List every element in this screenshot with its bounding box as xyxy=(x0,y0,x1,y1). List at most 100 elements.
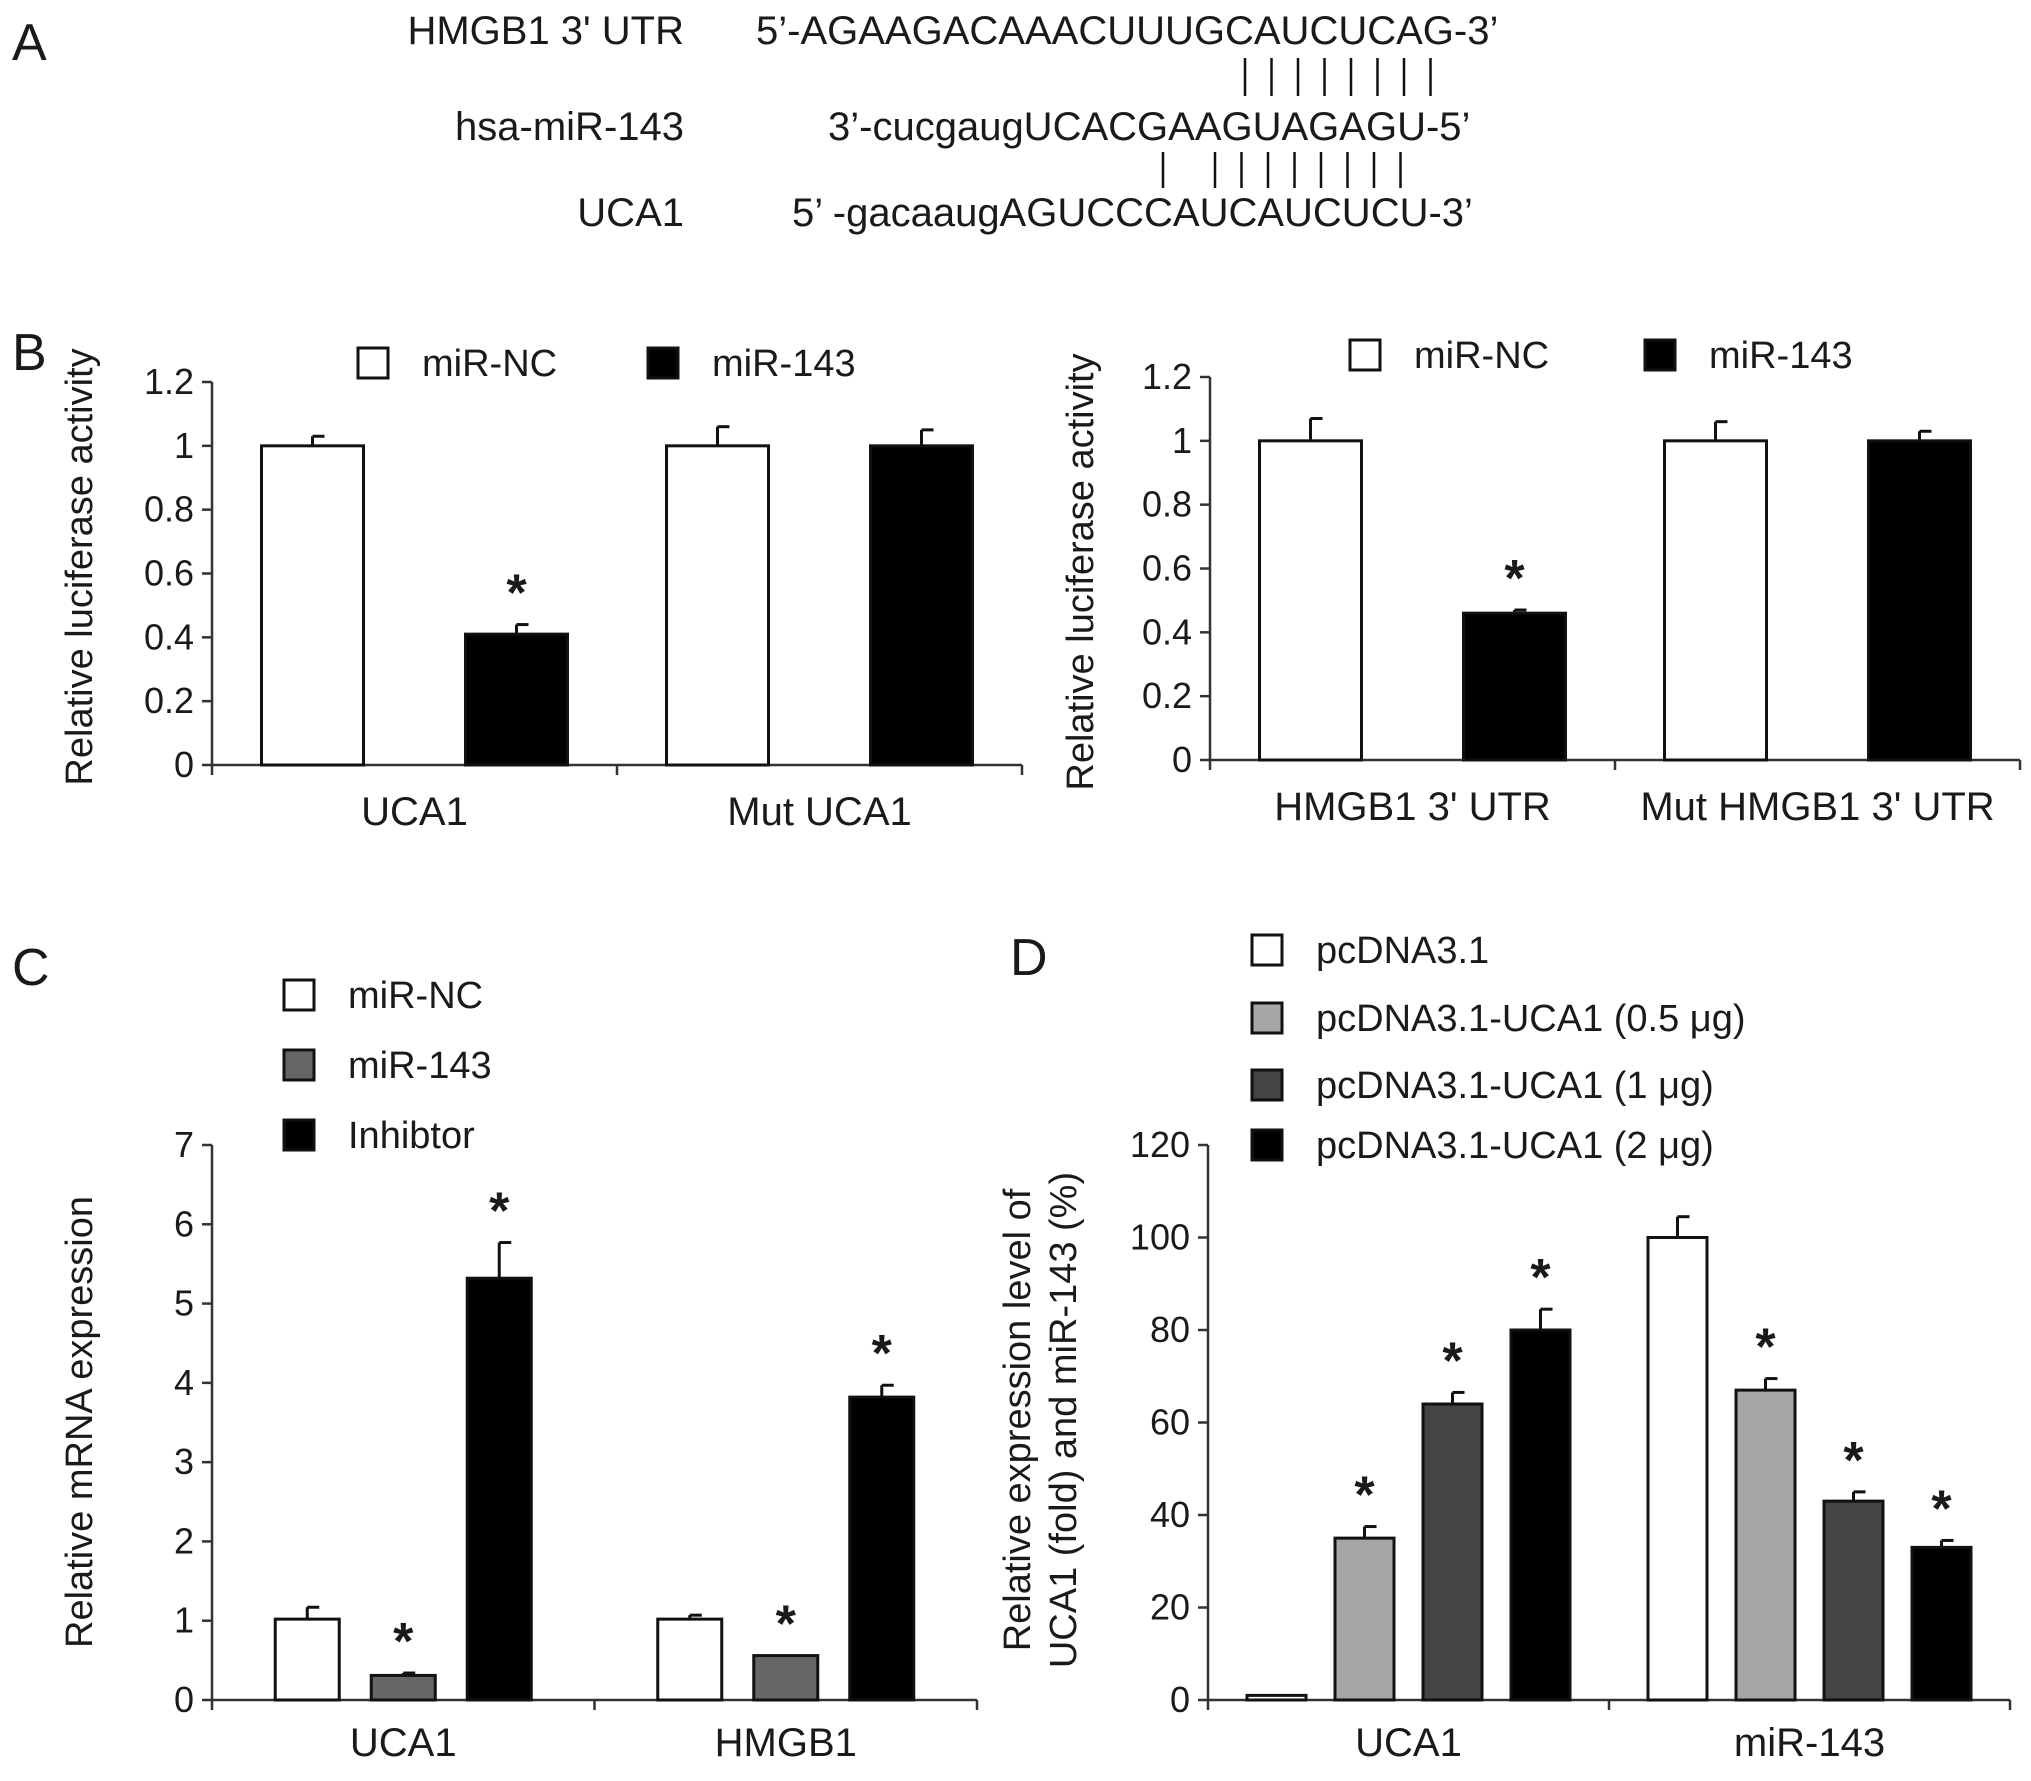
chart-b-uca1: 0 0.2 0.4 0.6 0.8 1 1.2 Relative luciferase act… xyxy=(59,343,1024,834)
bar xyxy=(1509,1328,1572,1702)
panel-letter-d: D xyxy=(1010,929,1048,987)
significance-star: * xyxy=(872,1325,893,1383)
legend-label: pcDNA3.1-UCA1 (2 μg) xyxy=(1316,1125,1714,1167)
bar xyxy=(656,1617,724,1702)
y-tick-label: 0.6 xyxy=(144,553,194,594)
y-tick-label: 0.6 xyxy=(1142,548,1192,589)
y-tick-label: 2 xyxy=(174,1520,194,1561)
bar xyxy=(1663,439,1768,762)
seq-uca1: 5’ -gacaaugAGUCCCAUCAUCUCU-3’ xyxy=(792,191,1473,235)
significance-star: * xyxy=(1442,1332,1463,1390)
legend-swatch xyxy=(1643,338,1677,372)
chart-d: 0 20 40 60 80 100 120 Relative expression level… xyxy=(997,930,2012,1765)
bar xyxy=(1462,611,1567,762)
seq-label-mir143: hsa-miR-143 xyxy=(455,105,684,149)
significance-star: * xyxy=(1354,1467,1375,1525)
category-label: HMGB1 3' UTR xyxy=(1274,785,1551,829)
y-tick-label: 0.2 xyxy=(1142,675,1192,716)
legend-swatch xyxy=(282,1118,316,1152)
y-tick-label: 1.2 xyxy=(1142,356,1192,397)
bar xyxy=(752,1654,820,1702)
bar xyxy=(369,1673,437,1702)
y-axis-label: Relative luciferase activity xyxy=(59,348,101,785)
y-axis-label: UCA1 (fold) and miR-143 (%) xyxy=(1043,1172,1085,1668)
legend-label: miR-NC xyxy=(1414,335,1549,377)
seq-hmgb1: 5’-AGAAGACAAACUUUGCAUCUCAG-3’ xyxy=(756,9,1498,53)
legend-swatch xyxy=(1250,933,1284,967)
y-tick-label: 6 xyxy=(174,1203,194,1244)
category-label: Mut HMGB1 3' UTR xyxy=(1640,785,1994,829)
y-tick-label: 0 xyxy=(174,744,194,785)
y-tick-label: 20 xyxy=(1150,1587,1190,1628)
y-tick-label: 60 xyxy=(1150,1402,1190,1443)
chart-b-hmgb1: 0 0.2 0.4 0.6 0.8 1 1.2 Relative luciferase act… xyxy=(1060,335,2022,829)
pairing-lines-top xyxy=(1243,58,1432,96)
legend-swatch xyxy=(356,346,390,380)
y-tick-label: 4 xyxy=(174,1362,194,1403)
category-label: UCA1 xyxy=(1355,1721,1462,1765)
y-tick-label: 0.4 xyxy=(1142,611,1192,652)
legend-swatch xyxy=(282,978,316,1012)
legend-swatch xyxy=(1250,1068,1284,1102)
bar xyxy=(1333,1536,1396,1702)
bar xyxy=(260,444,365,767)
legend-swatch xyxy=(1250,1001,1284,1035)
bar xyxy=(1867,439,1972,762)
legend-label: miR-NC xyxy=(422,343,557,385)
legend-label: miR-NC xyxy=(348,975,483,1017)
legend-label: miR-143 xyxy=(712,343,856,385)
y-tick-label: 0.8 xyxy=(1142,484,1192,525)
y-tick-label: 7 xyxy=(174,1124,194,1165)
y-tick-label: 1 xyxy=(174,1600,194,1641)
legend-swatch xyxy=(646,346,680,380)
y-tick-label: 0 xyxy=(1172,739,1192,780)
panel-letter-b: B xyxy=(12,324,47,382)
legend-label: Inhibtor xyxy=(348,1115,475,1157)
significance-star: * xyxy=(1530,1249,1551,1307)
y-tick-label: 0.2 xyxy=(144,680,194,721)
y-tick-label: 120 xyxy=(1130,1124,1190,1165)
y-axis-label: Relative luciferase activity xyxy=(1060,353,1102,790)
category-label: UCA1 xyxy=(350,1721,457,1765)
y-tick-label: 0 xyxy=(1170,1679,1190,1720)
significance-star: * xyxy=(1931,1480,1952,1538)
category-label: Mut UCA1 xyxy=(727,790,912,834)
legend-label: miR-143 xyxy=(1709,335,1853,377)
y-tick-label: 0 xyxy=(174,1679,194,1720)
seq-mir143: 3’-cucgaugUCACGAAGUAGAGU-5’ xyxy=(828,105,1470,149)
y-tick-label: 1 xyxy=(174,425,194,466)
bar xyxy=(848,1395,916,1702)
significance-star: * xyxy=(776,1596,797,1654)
bar xyxy=(1646,1236,1709,1702)
bar xyxy=(1822,1499,1885,1702)
significance-star: * xyxy=(506,565,527,623)
bar xyxy=(1245,1693,1308,1702)
legend-swatch xyxy=(282,1048,316,1082)
bar xyxy=(1421,1402,1484,1702)
y-tick-label: 0.8 xyxy=(144,489,194,530)
y-tick-label: 40 xyxy=(1150,1494,1190,1535)
significance-star: * xyxy=(1755,1319,1776,1377)
pairing-lines-bottom xyxy=(1161,152,1402,188)
y-tick-label: 5 xyxy=(174,1283,194,1324)
bar xyxy=(273,1617,341,1702)
legend-swatch xyxy=(1348,338,1382,372)
seq-label-uca1: UCA1 xyxy=(577,191,684,235)
panel-letter-c: C xyxy=(12,939,50,997)
bar xyxy=(869,444,974,767)
bar xyxy=(464,632,569,767)
legend-label: pcDNA3.1 xyxy=(1316,930,1489,972)
y-axis-label: Relative mRNA expression xyxy=(59,1196,101,1648)
significance-star: * xyxy=(393,1613,414,1671)
legend-swatch xyxy=(1250,1128,1284,1162)
category-label: miR-143 xyxy=(1734,1721,1885,1765)
bar xyxy=(665,444,770,767)
y-tick-label: 0.4 xyxy=(144,616,194,657)
panel-letter-a: A xyxy=(12,14,47,72)
seq-label-hmgb1: HMGB1 3' UTR xyxy=(407,9,684,53)
significance-star: * xyxy=(1504,550,1525,608)
category-label: HMGB1 xyxy=(715,1721,857,1765)
y-tick-label: 1 xyxy=(1172,420,1192,461)
y-tick-label: 1.2 xyxy=(144,361,194,402)
